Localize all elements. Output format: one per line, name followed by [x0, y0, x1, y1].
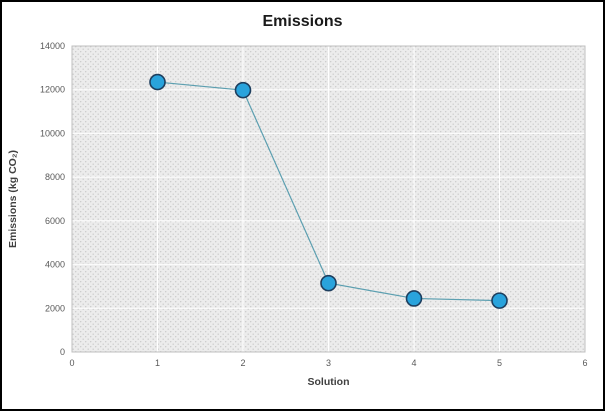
- x-tick-label: 4: [411, 358, 416, 368]
- plot-border: [71, 45, 586, 353]
- y-tick-label: 10000: [40, 128, 65, 138]
- emissions-line-chart: 0 2000 4000 6000 8000 10000 12000 14000 0 1 2 3 4 5 6 S…: [7, 41, 588, 388]
- data-point: [405, 290, 423, 307]
- x-tick-label: 0: [69, 358, 74, 368]
- x-tick-label: 5: [497, 358, 502, 368]
- y-tick-label: 12000: [40, 85, 65, 95]
- x-tick-label: 2: [240, 358, 245, 368]
- x-tick-label: 3: [326, 358, 331, 368]
- data-point: [320, 274, 337, 292]
- data-point: [491, 292, 508, 309]
- y-tick-label: 4000: [45, 260, 65, 270]
- y-axis-label: Emissions (kg CO₂): [7, 150, 19, 248]
- x-tick-label: 1: [155, 358, 160, 368]
- data-point: [234, 81, 252, 99]
- x-axis-label: Solution: [308, 376, 350, 388]
- y-tick-label: 6000: [45, 216, 65, 226]
- y-tick-label: 0: [60, 347, 65, 357]
- y-tick-label: 14000: [40, 41, 65, 51]
- chart-title: Emissions: [262, 13, 343, 30]
- data-point: [149, 73, 166, 91]
- y-tick-label: 2000: [45, 303, 65, 313]
- y-tick-label: 8000: [45, 172, 65, 182]
- x-tick-label: 6: [582, 358, 587, 368]
